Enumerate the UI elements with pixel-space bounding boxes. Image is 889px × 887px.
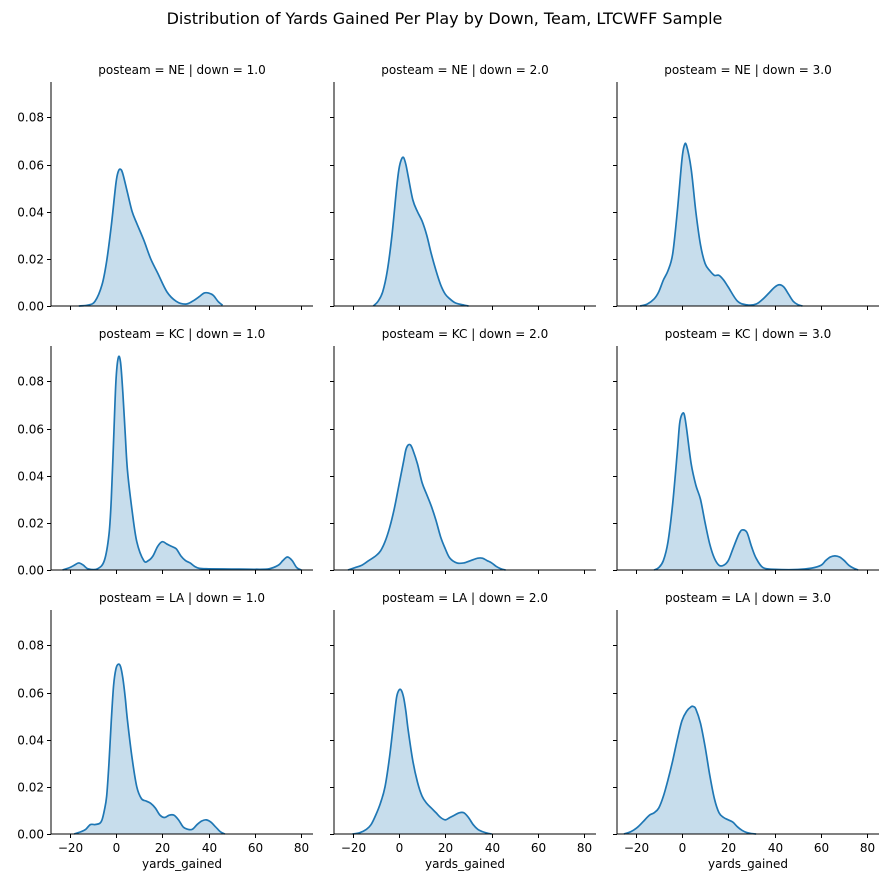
x-tick-label: 40: [768, 841, 783, 855]
facet-panel: posteam = KC | down = 1.0 0.00 0.02 0.04 0.0…: [17, 327, 313, 578]
facet-panel: posteam = KC | down = 2.0: [330, 327, 596, 574]
x-axis-label: yards_gained: [708, 857, 788, 871]
density-fill: [62, 356, 302, 570]
x-tick-label: 20: [155, 841, 170, 855]
figure-title: Distribution of Yards Gained Per Play by…: [167, 9, 723, 28]
y-tick-label: 0.06: [17, 687, 44, 701]
density-line: [623, 705, 757, 835]
x-tick-label: 60: [531, 841, 546, 855]
x-tick-label: 80: [860, 841, 875, 855]
density-line: [78, 168, 224, 307]
density-fill: [74, 664, 225, 834]
facet-panel: posteam = LA | down = 1.0 0.00 0.02 0.04 0.0…: [17, 591, 313, 871]
y-tick-label: 0.04: [17, 206, 44, 220]
facet-panel: posteam = KC | down = 3.0: [613, 327, 879, 574]
x-tick-label: 0: [679, 841, 687, 855]
density-line: [372, 156, 469, 307]
panel-title: posteam = KC | down = 1.0: [99, 327, 265, 341]
y-tick-label: 0.00: [17, 300, 44, 314]
y-tick-label: 0.02: [17, 781, 44, 795]
y-tick-label: 0.02: [17, 517, 44, 531]
x-tick-label: 60: [814, 841, 829, 855]
y-tick-label: 0.02: [17, 253, 44, 267]
density-fill: [347, 444, 506, 570]
density-line: [352, 688, 492, 835]
density-fill: [78, 169, 223, 306]
panel-title: posteam = LA | down = 3.0: [665, 591, 831, 605]
x-tick-label: 20: [438, 841, 453, 855]
facet-panel: posteam = NE | down = 2.0: [330, 63, 596, 310]
density-fill: [640, 143, 803, 306]
y-tick-label: 0.08: [17, 639, 44, 653]
y-tick-label: 0.04: [17, 470, 44, 484]
density-line: [639, 142, 803, 307]
density-fill: [373, 157, 469, 306]
x-tick-label: −20: [58, 841, 83, 855]
panel-grid: posteam = NE | down = 1.0 0.00 0.02 0.04 0.0…: [17, 63, 879, 871]
facet-panel: posteam = NE | down = 1.0 0.00 0.02 0.04 0.0…: [17, 63, 313, 314]
x-tick-label: 80: [294, 841, 309, 855]
density-fill: [654, 412, 859, 570]
density-line: [73, 663, 226, 835]
panel-title: posteam = LA | down = 1.0: [99, 591, 265, 605]
facet-panel: posteam = NE | down = 3.0: [613, 63, 879, 310]
density-line: [347, 443, 506, 571]
x-tick-label: 0: [396, 841, 404, 855]
y-tick-label: 0.06: [17, 423, 44, 437]
x-tick-label: 80: [577, 841, 592, 855]
density-fill: [623, 706, 757, 834]
x-tick-label: −20: [624, 841, 649, 855]
facet-panel: posteam = LA | down = 3.0 −20 0 20 40 60 80 yar…: [613, 591, 879, 871]
y-tick-label: 0.08: [17, 375, 44, 389]
y-tick-label: 0.06: [17, 159, 44, 173]
x-tick-label: 0: [113, 841, 121, 855]
density-line: [653, 412, 859, 571]
y-tick-label: 0.04: [17, 734, 44, 748]
panel-title: posteam = KC | down = 2.0: [382, 327, 548, 341]
x-tick-label: 20: [721, 841, 736, 855]
x-axis-label: yards_gained: [142, 857, 222, 871]
y-tick-label: 0.00: [17, 564, 44, 578]
y-tick-label: 0.08: [17, 111, 44, 125]
density-fill: [352, 689, 492, 834]
panel-title: posteam = NE | down = 2.0: [381, 63, 548, 77]
panel-title: posteam = NE | down = 1.0: [98, 63, 265, 77]
x-tick-label: 40: [202, 841, 217, 855]
panel-title: posteam = LA | down = 2.0: [382, 591, 548, 605]
density-line: [62, 355, 302, 571]
x-axis-label: yards_gained: [425, 857, 505, 871]
y-tick-label: 0.00: [17, 828, 44, 842]
facet-panel: posteam = LA | down = 2.0 −20 0 20 40 60 80 yar…: [330, 591, 596, 871]
panel-title: posteam = KC | down = 3.0: [665, 327, 831, 341]
panel-title: posteam = NE | down = 3.0: [664, 63, 831, 77]
x-tick-label: 60: [248, 841, 263, 855]
x-tick-label: −20: [341, 841, 366, 855]
x-tick-label: 40: [485, 841, 500, 855]
